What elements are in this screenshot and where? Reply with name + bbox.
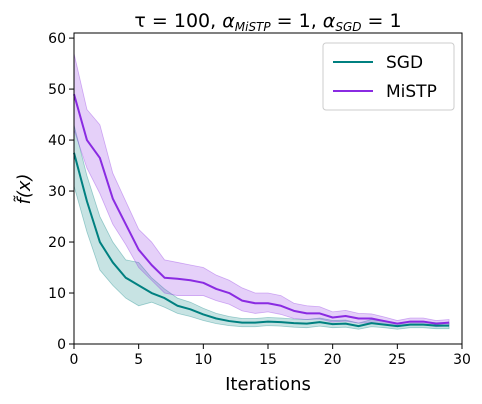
- legend-label-sgd: SGD: [386, 53, 423, 73]
- chart-title: τ = 100, αMiSTP = 1, αSGD = 1: [134, 10, 401, 34]
- legend-label-mistp: MiSTP: [386, 82, 437, 102]
- y-axis-label: f̃(x): [14, 173, 35, 204]
- x-tick-label: 20: [324, 352, 342, 368]
- y-tick-label: 20: [48, 235, 66, 251]
- line-mistp: [73, 93, 450, 325]
- y-tick-label: 40: [48, 133, 66, 149]
- x-tick-label: 5: [134, 352, 143, 368]
- x-tick-label: 10: [194, 352, 212, 368]
- x-axis-label: Iterations: [225, 374, 311, 395]
- x-tick-label: 0: [70, 352, 79, 368]
- legend: SGD MiSTP: [322, 42, 455, 111]
- y-tick-label: 0: [57, 337, 66, 353]
- series-lines: [73, 93, 450, 328]
- y-axis-ticks: 0 10 20 30 40 50 60: [48, 31, 74, 353]
- y-tick-label: 10: [48, 286, 66, 302]
- x-tick-label: 30: [453, 352, 471, 368]
- y-tick-label: 50: [48, 82, 66, 98]
- band-sgd: [73, 124, 450, 330]
- x-axis-ticks: 0 5 10 15 20 25 30: [70, 344, 471, 368]
- x-tick-label: 25: [388, 352, 406, 368]
- x-tick-label: 15: [259, 352, 277, 368]
- y-tick-label: 30: [48, 184, 66, 200]
- legend-box: [322, 42, 455, 111]
- y-tick-label: 60: [48, 31, 66, 47]
- line-sgd: [73, 152, 450, 328]
